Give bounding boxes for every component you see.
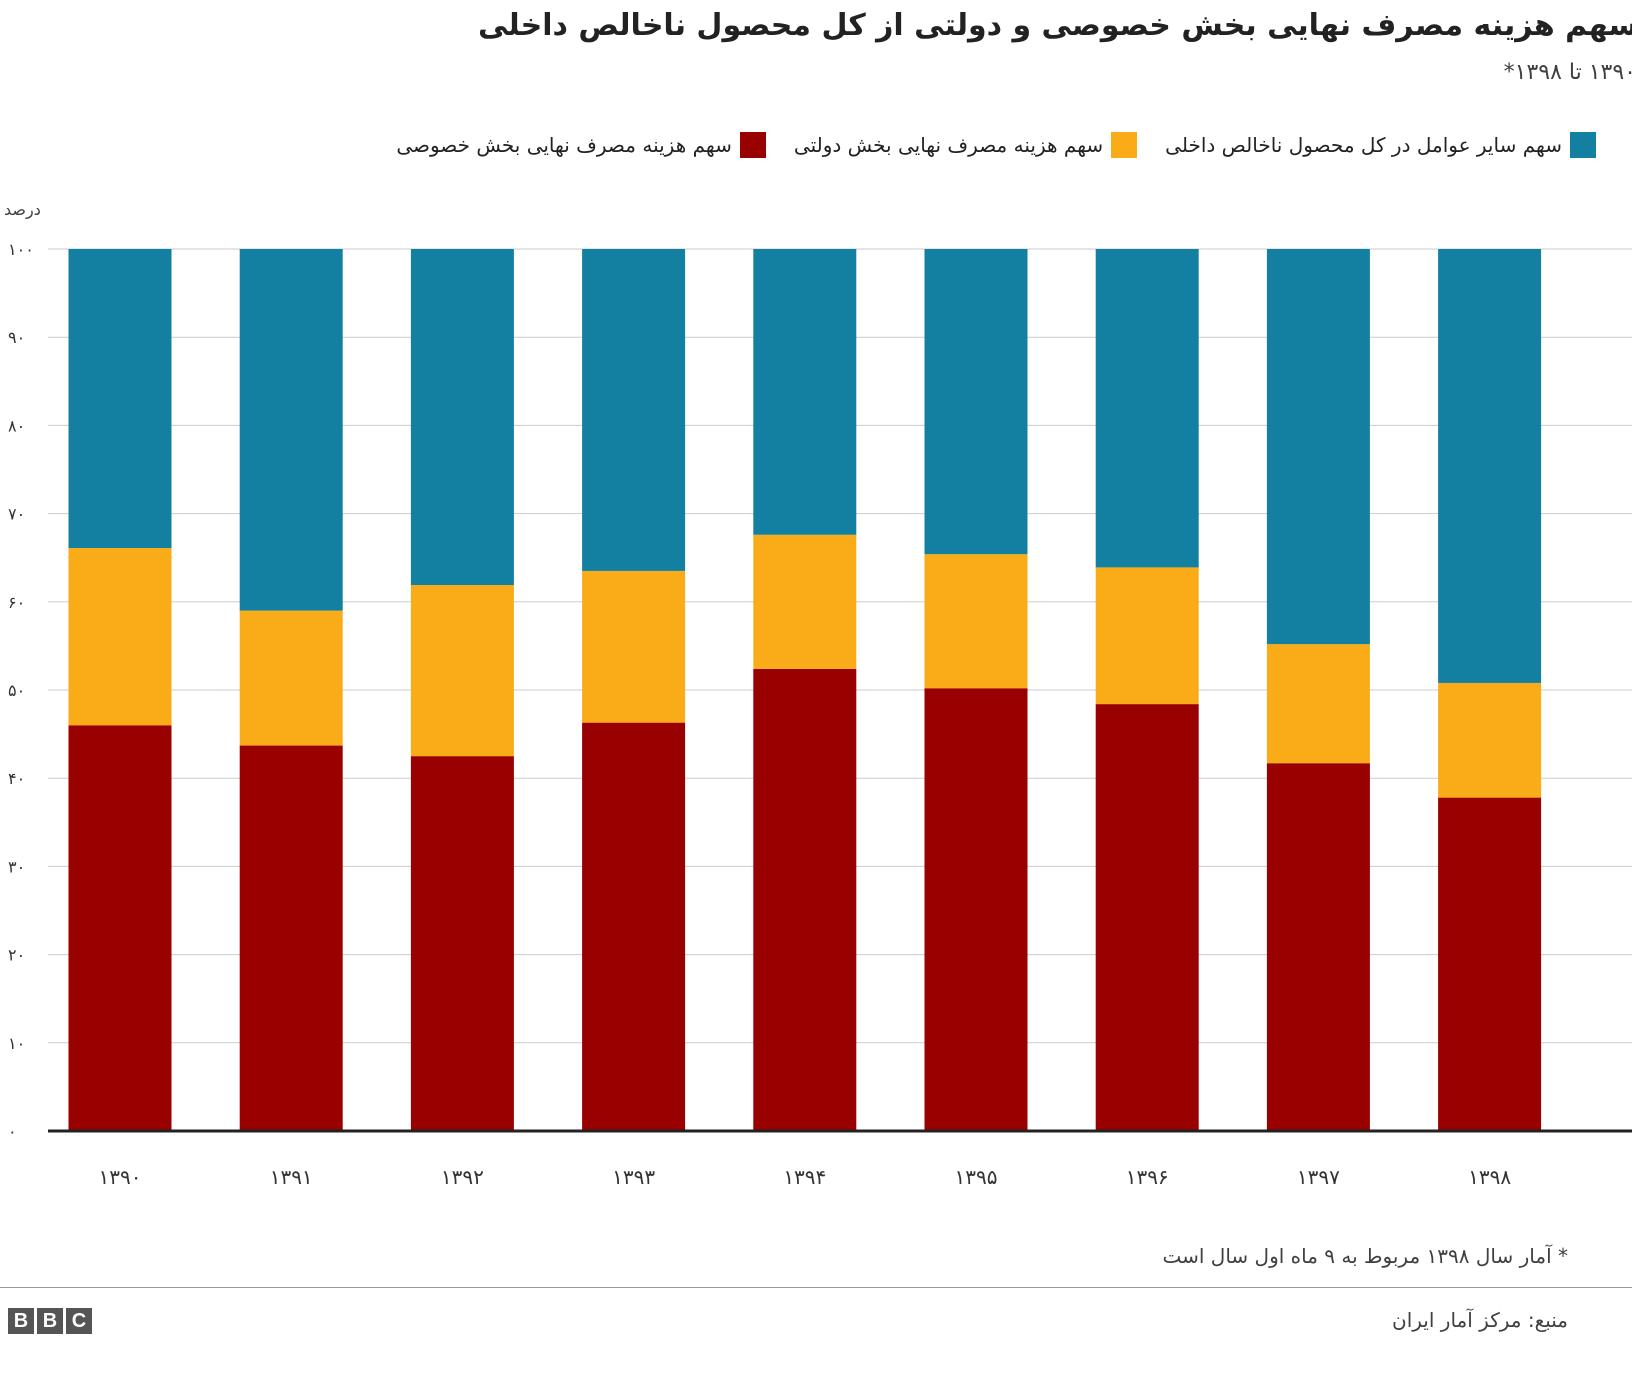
chart-subtitle: ۱۳۹۰ تا ۱۳۹۸* bbox=[1503, 60, 1632, 85]
legend-label: سهم سایر عوامل در کل محصول ناخالص داخلی bbox=[1165, 133, 1562, 157]
bar-segment bbox=[924, 688, 1028, 1131]
y-tick-label: ۹۰ bbox=[8, 328, 25, 347]
divider bbox=[0, 1287, 1632, 1288]
x-tick-label: ۱۳۹۰ bbox=[99, 1165, 142, 1189]
y-tick-label: ۱۰۰ bbox=[8, 240, 34, 259]
legend-label: سهم هزینه مصرف نهایی بخش خصوصی bbox=[396, 133, 732, 157]
y-tick-label: ۰ bbox=[8, 1122, 17, 1141]
x-tick-label: ۱۳۹۲ bbox=[441, 1165, 484, 1189]
legend-swatch bbox=[1570, 132, 1596, 158]
bar-segment bbox=[68, 547, 172, 726]
y-axis-label: درصد bbox=[4, 200, 41, 219]
bar-segment bbox=[239, 249, 343, 611]
bar-segment bbox=[410, 756, 514, 1131]
x-tick-label: ۱۳۹۷ bbox=[1297, 1165, 1340, 1189]
legend-swatch bbox=[739, 132, 766, 158]
bar-segment bbox=[582, 249, 686, 571]
chart-title: سهم هزینه مصرف نهایی بخش خصوصی و دولتی ا… bbox=[478, 8, 1632, 43]
footnote: * آمار سال ۱۳۹۸ مربوط به ۹ ماه اول سال ا… bbox=[1162, 1244, 1568, 1268]
bar-segment bbox=[239, 610, 343, 746]
bar-segment bbox=[1438, 249, 1542, 683]
y-tick-label: ۱۰ bbox=[8, 1034, 25, 1053]
y-tick-label: ۶۰ bbox=[8, 593, 25, 612]
x-tick-label: ۱۳۹۸ bbox=[1468, 1165, 1511, 1189]
y-tick-label: ۷۰ bbox=[8, 505, 25, 524]
y-tick-label: ۸۰ bbox=[8, 416, 25, 435]
y-tick-label: ۲۰ bbox=[8, 946, 25, 965]
y-tick-label: ۴۰ bbox=[8, 769, 25, 788]
bar-segment bbox=[1266, 644, 1370, 764]
bar-segment bbox=[1438, 682, 1542, 798]
bar-segment bbox=[239, 745, 343, 1131]
bar-segment bbox=[753, 534, 857, 669]
bar-segment bbox=[1095, 567, 1199, 705]
bar-segment bbox=[753, 668, 857, 1131]
bar-segment bbox=[410, 585, 514, 757]
y-tick-label: ۳۰ bbox=[8, 857, 25, 876]
source: منبع: مرکز آمار ایران bbox=[1392, 1308, 1568, 1332]
x-tick-label: ۱۳۹۵ bbox=[955, 1165, 998, 1189]
bar-segment bbox=[753, 249, 857, 535]
bar-segment bbox=[410, 249, 514, 586]
legend: سهم سایر عوامل در کل محصول ناخالص داخلی … bbox=[396, 132, 1596, 158]
y-tick-label: ۵۰ bbox=[8, 681, 25, 700]
bar-segment bbox=[924, 554, 1028, 689]
bar-segment bbox=[924, 249, 1028, 555]
bar-segment bbox=[1095, 249, 1199, 568]
x-tick-label: ۱۳۹۳ bbox=[612, 1165, 655, 1189]
bar-segment bbox=[582, 570, 686, 723]
x-tick-label: ۱۳۹۱ bbox=[270, 1165, 313, 1189]
bar-segment bbox=[68, 249, 172, 548]
bar-segment bbox=[582, 722, 686, 1131]
legend-item-other: سهم سایر عوامل در کل محصول ناخالص داخلی bbox=[1165, 132, 1596, 158]
legend-label: سهم هزینه مصرف نهایی بخش دولتی bbox=[793, 133, 1104, 157]
bar-segment bbox=[1095, 704, 1199, 1131]
legend-item-government: سهم هزینه مصرف نهایی بخش دولتی bbox=[793, 132, 1138, 158]
bar-segment bbox=[1266, 249, 1370, 645]
x-tick-label: ۱۳۹۶ bbox=[1126, 1165, 1169, 1189]
bar-segment bbox=[68, 725, 172, 1131]
legend-item-private: سهم هزینه مصرف نهایی بخش خصوصی bbox=[396, 132, 766, 158]
bar-segment bbox=[1438, 797, 1542, 1131]
x-tick-label: ۱۳۹۴ bbox=[783, 1165, 826, 1189]
bar-segment bbox=[1266, 763, 1370, 1131]
legend-swatch bbox=[1111, 132, 1138, 158]
